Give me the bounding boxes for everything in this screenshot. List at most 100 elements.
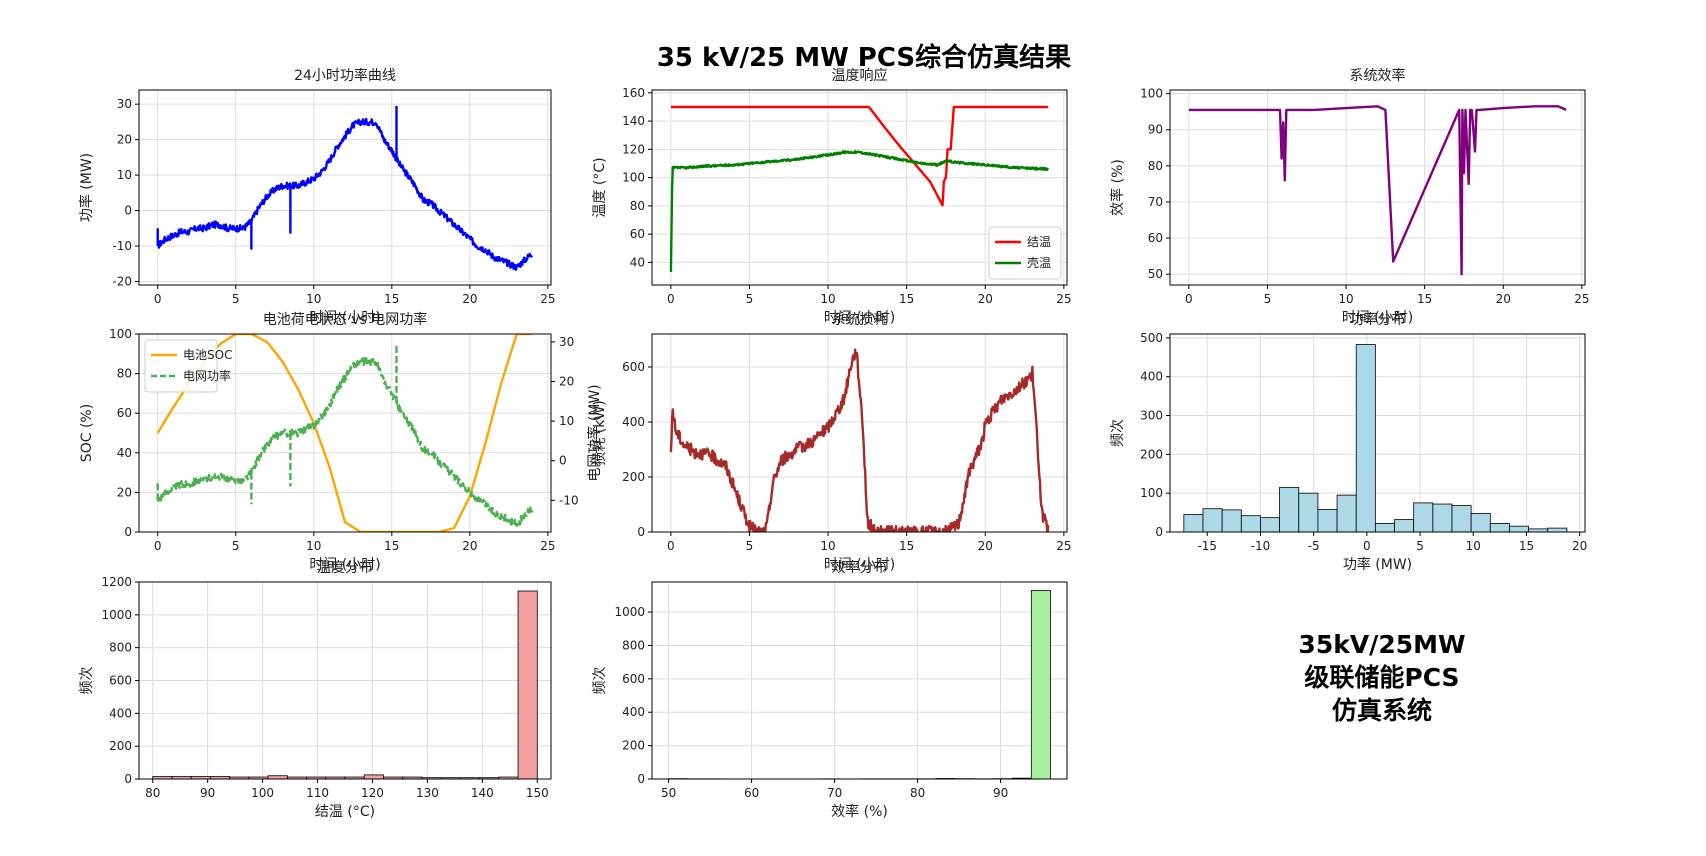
y-tick-label: 60 (117, 406, 132, 420)
y-tick-label: 80 (630, 199, 645, 213)
y-tick-label: 600 (109, 674, 132, 688)
y-tick-label: 200 (622, 470, 645, 484)
x-tick-label: 25 (540, 292, 555, 306)
y-right-tick-label: 0 (559, 454, 567, 468)
panel-title: 温度分布 (317, 560, 373, 576)
histogram-bar (1355, 344, 1376, 532)
histogram-bar (1298, 492, 1319, 532)
series-line-0 (670, 105, 1049, 207)
x-axis-label: 时间 (小时) (824, 310, 895, 326)
y-tick-label: 0 (124, 525, 132, 539)
histogram-bar (1509, 525, 1530, 532)
x-axis-label: 效率 (%) (831, 803, 888, 820)
x-tick-label: 0 (667, 292, 675, 306)
y-tick-label: 200 (109, 739, 132, 753)
x-tick-label: 0 (154, 539, 162, 553)
x-axis-label: 功率 (MW) (1343, 556, 1412, 573)
x-tick-label: 10 (306, 539, 321, 553)
panel-title: 温度响应 (832, 67, 888, 84)
x-tick-label: 20 (1572, 539, 1587, 553)
legend-entry: 结温 (1027, 235, 1051, 249)
histogram-bar (1279, 486, 1300, 532)
x-tick-label: 130 (416, 786, 439, 800)
x-tick-label: 0 (1363, 539, 1371, 553)
y-tick-label: 80 (1148, 159, 1163, 173)
x-tick-label: 50 (661, 786, 676, 800)
figure-suptitle: 35 kV/25 MW PCS综合仿真结果 (657, 42, 1071, 73)
y-tick-label: 600 (622, 360, 645, 374)
y-tick-label: 30 (117, 97, 132, 111)
info-line-3: 仿真系统 (1332, 696, 1432, 725)
x-tick-label: 60 (744, 786, 759, 800)
histogram-bar (517, 590, 538, 779)
y-tick-label: 400 (1140, 370, 1163, 384)
y-axis-label-right: 电网功率 (MW) (586, 384, 603, 481)
legend: 电池SOC 电网功率 (144, 339, 232, 393)
x-tick-label: 80 (145, 786, 160, 800)
y-tick-label: 400 (622, 415, 645, 429)
histogram-bar (1547, 527, 1568, 532)
x-tick-label: 110 (306, 786, 329, 800)
y-tick-label: -10 (112, 239, 132, 253)
y-axis-label: 频次 (79, 667, 95, 695)
axes-frame (138, 333, 552, 533)
y-tick-label: -20 (112, 274, 132, 288)
panel-title: 电池荷电状态 vs 电网功率 (263, 311, 427, 328)
y-axis-label: SOC (%) (79, 404, 95, 462)
y-tick-label: 40 (630, 255, 645, 269)
x-axis-label: 结温 (°C) (315, 804, 375, 820)
y-right-tick-label: -10 (559, 493, 579, 507)
series-line-0 (156, 117, 533, 271)
y-axis-label: 效率 (%) (1109, 159, 1126, 216)
x-tick-label: -5 (1308, 539, 1320, 553)
x-tick-label: -15 (1197, 539, 1217, 553)
x-tick-label: 20 (978, 539, 993, 553)
y-tick-label: 50 (1148, 267, 1163, 281)
histogram-bar (1183, 514, 1204, 532)
x-tick-label: 10 (1338, 292, 1353, 306)
y-tick-label: 1000 (101, 608, 132, 622)
y-tick-label: 400 (622, 705, 645, 719)
series-line-0 (669, 348, 1050, 532)
plot-area (156, 334, 534, 532)
x-tick-label: 0 (154, 292, 162, 306)
y-tick-label: 140 (622, 114, 645, 128)
x-tick-label: 25 (1056, 292, 1071, 306)
y-tick-label: 100 (1140, 87, 1163, 101)
x-tick-label: 5 (232, 292, 240, 306)
panel-title: 24小时功率曲线 (294, 67, 396, 84)
x-tick-label: 150 (526, 786, 549, 800)
histogram-bar (1432, 503, 1453, 532)
info-block: 35kV/25MW 级联储能PCS 仿真系统 (1298, 630, 1465, 725)
panel-title: 效率分布 (832, 559, 888, 576)
histogram-bar (1413, 502, 1434, 532)
y-tick-label: 20 (117, 485, 132, 499)
x-tick-label: 15 (384, 292, 399, 306)
x-tick-label: 15 (384, 539, 399, 553)
axes-frame (651, 581, 1068, 780)
temperature-histogram-panel: 80 90 100 110 120 130 140 150 0 200 400 600 800 1000 1… (79, 560, 552, 820)
x-tick-label: 10 (820, 292, 835, 306)
series-line-1 (669, 150, 1050, 272)
grid-lines (652, 582, 1067, 780)
histogram-bar (1260, 517, 1281, 532)
x-tick-label: 10 (1466, 539, 1481, 553)
y-axis-label: 温度 (°C) (592, 157, 608, 217)
panel-title: 功率分布 (1350, 311, 1406, 328)
y-tick-label: 20 (117, 133, 132, 147)
x-tick-label: 15 (899, 539, 914, 553)
x-tick-label: 15 (1417, 292, 1432, 306)
y-tick-label: 80 (117, 367, 132, 381)
histogram-bar (1317, 509, 1338, 532)
histogram-bar (1451, 505, 1472, 532)
x-tick-label: 5 (232, 539, 240, 553)
axes-frame (1169, 89, 1586, 286)
y-tick-label: 400 (109, 706, 132, 720)
histogram-bar (363, 774, 384, 779)
x-tick-label: 25 (540, 539, 555, 553)
x-tick-label: 15 (899, 292, 914, 306)
